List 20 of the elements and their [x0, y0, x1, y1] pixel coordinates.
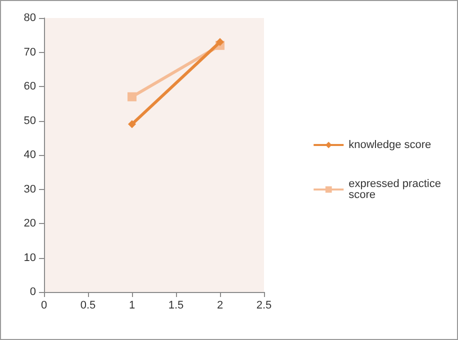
y-tick-label: 0 [30, 286, 36, 298]
y-tick-label: 80 [24, 12, 36, 24]
x-tick-label: 2.5 [256, 300, 272, 312]
y-tick-label: 40 [24, 149, 36, 161]
x-tick-label: 1 [128, 300, 136, 312]
legend-label: expressed practice score [348, 178, 444, 201]
x-tick-label: 0 [40, 300, 48, 312]
y-tick-label: 70 [24, 46, 36, 58]
legend-label: knowledge score [348, 139, 432, 151]
x-tick-label: 0.5 [80, 300, 96, 312]
point [128, 92, 136, 102]
y-tick-label: 50 [24, 114, 36, 127]
point [216, 38, 224, 46]
y-tick-label: 60 [24, 80, 36, 92]
x-tick-label: 1.5 [168, 300, 184, 312]
point [128, 120, 136, 128]
x-tick-label: 2 [216, 300, 224, 312]
y-tick-label: 20 [24, 218, 36, 230]
y-tick-label: 10 [24, 252, 36, 264]
y-tick-label: 30 [24, 183, 36, 196]
